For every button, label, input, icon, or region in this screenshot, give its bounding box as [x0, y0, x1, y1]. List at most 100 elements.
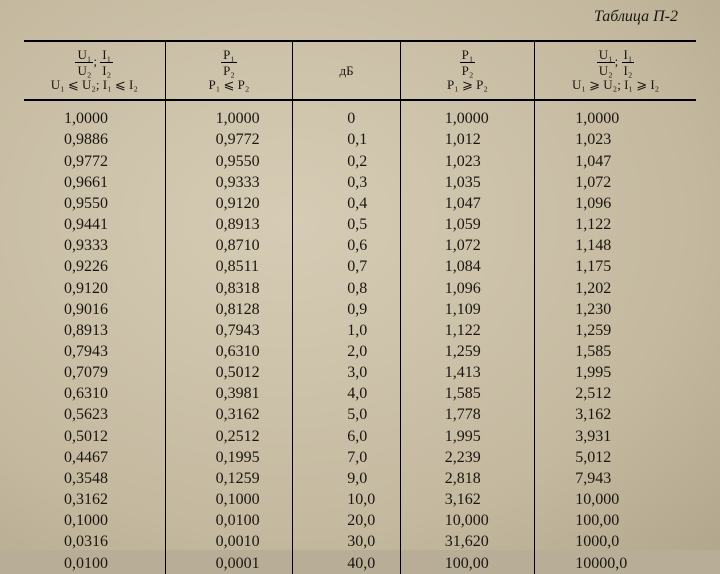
cell: 0,1259	[165, 468, 293, 489]
table-caption: Таблица П-2	[594, 8, 678, 26]
cell: 0,8913	[165, 214, 293, 235]
cell: 0,9772	[165, 129, 293, 150]
cell: 1,072	[535, 172, 696, 193]
cell: 0,0100	[165, 510, 293, 531]
cell: 0,2	[293, 151, 401, 172]
cell: 0,9333	[24, 235, 165, 256]
table-row: 0,31620,100010,03,16210,000	[24, 489, 696, 510]
cell: 0,7943	[165, 320, 293, 341]
cell: 1,995	[400, 426, 534, 447]
cell: 6,0	[293, 426, 401, 447]
table-row: 0,63100,39814,01,5852,512	[24, 383, 696, 404]
cell: 1,122	[400, 320, 534, 341]
col-header-2: P₁P₂ P₁ ⩽ P₂	[165, 41, 293, 100]
cell: 0,6310	[24, 383, 165, 404]
table-row: 0,50120,25126,01,9953,931	[24, 426, 696, 447]
cell: 0,9	[293, 299, 401, 320]
table-row: 1,00001,000001,00001,0000	[24, 100, 696, 129]
cell: 0,8511	[165, 256, 293, 277]
cell: 1,096	[535, 193, 696, 214]
cell: 1,047	[400, 193, 534, 214]
table-row: 0,44670,19957,02,2395,012	[24, 447, 696, 468]
table-row: 0,56230,31625,01,7783,162	[24, 404, 696, 425]
table-row: 0,95500,91200,41,0471,096	[24, 193, 696, 214]
cell: 1,0000	[400, 100, 534, 129]
cell: 2,0	[293, 341, 401, 362]
cell: 0,2512	[165, 426, 293, 447]
cell: 1,109	[400, 299, 534, 320]
cell: 0	[293, 100, 401, 129]
table-row: 0,35480,12599,02,8187,943	[24, 468, 696, 489]
cell: 0,9120	[165, 193, 293, 214]
cell: 0,0010	[165, 531, 293, 552]
cell: 1000,0	[535, 531, 696, 552]
col-header-1: U₁U₂; I₁I₂ U₁ ⩽ U₂; I₁ ⩽ I₂	[24, 41, 165, 100]
cell: 4,0	[293, 383, 401, 404]
cell: 0,5012	[24, 426, 165, 447]
table-row: 0,98860,97720,11,0121,023	[24, 129, 696, 150]
cell: 0,0100	[24, 553, 165, 574]
cell: 2,239	[400, 447, 534, 468]
cell: 0,7	[293, 256, 401, 277]
cell: 1,778	[400, 404, 534, 425]
cell: 0,9661	[24, 172, 165, 193]
cell: 0,1000	[165, 489, 293, 510]
cell: 1,230	[535, 299, 696, 320]
cell: 0,8913	[24, 320, 165, 341]
cell: 1,175	[535, 256, 696, 277]
cell: 0,3162	[24, 489, 165, 510]
cell: 100,00	[535, 510, 696, 531]
cell: 0,5	[293, 214, 401, 235]
cell: 1,047	[535, 151, 696, 172]
cell: 1,0000	[24, 100, 165, 129]
cell: 0,5623	[24, 404, 165, 425]
ratio-table: U₁U₂; I₁I₂ U₁ ⩽ U₂; I₁ ⩽ I₂ P₁P₂ P₁ ⩽ P₂…	[24, 40, 696, 574]
table-row: 0,03160,001030,031,6201000,0	[24, 531, 696, 552]
cell: 5,012	[535, 447, 696, 468]
table-row: 0,79430,63102,01,2591,585	[24, 341, 696, 362]
cell: 0,9550	[24, 193, 165, 214]
cell: 0,1	[293, 129, 401, 150]
cell: 3,162	[400, 489, 534, 510]
cell: 0,7943	[24, 341, 165, 362]
cell: 20,0	[293, 510, 401, 531]
cell: 1,035	[400, 172, 534, 193]
table-row: 0,90160,81280,91,1091,230	[24, 299, 696, 320]
cell: 1,023	[400, 151, 534, 172]
table-row: 0,10000,010020,010,000100,00	[24, 510, 696, 531]
table-row: 0,91200,83180,81,0961,202	[24, 278, 696, 299]
cell: 7,943	[535, 468, 696, 489]
cell: 1,148	[535, 235, 696, 256]
cell: 0,1000	[24, 510, 165, 531]
cell: 0,8128	[165, 299, 293, 320]
cell: 3,931	[535, 426, 696, 447]
cell: 0,9226	[24, 256, 165, 277]
cell: 0,9550	[165, 151, 293, 172]
cell: 3,162	[535, 404, 696, 425]
table-row: 0,96610,93330,31,0351,072	[24, 172, 696, 193]
table-row: 0,01000,000140,0100,0010000,0	[24, 553, 696, 574]
cell: 1,995	[535, 362, 696, 383]
cell: 9,0	[293, 468, 401, 489]
cell: 2,818	[400, 468, 534, 489]
cell: 5,0	[293, 404, 401, 425]
cell: 0,6310	[165, 341, 293, 362]
cell: 0,3	[293, 172, 401, 193]
cell: 1,084	[400, 256, 534, 277]
cell: 0,3162	[165, 404, 293, 425]
cell: 2,512	[535, 383, 696, 404]
cell: 100,00	[400, 553, 534, 574]
cell: 10,000	[400, 510, 534, 531]
cell: 10,0	[293, 489, 401, 510]
cell: 1,072	[400, 235, 534, 256]
table-row: 0,97720,95500,21,0231,047	[24, 151, 696, 172]
cell: 1,259	[535, 320, 696, 341]
cell: 1,202	[535, 278, 696, 299]
cell: 1,585	[400, 383, 534, 404]
cell: 1,0	[293, 320, 401, 341]
col-header-3: дБ	[293, 41, 401, 100]
cell: 1,585	[535, 341, 696, 362]
cell: 1,012	[400, 129, 534, 150]
cell: 0,6	[293, 235, 401, 256]
table-row: 0,92260,85110,71,0841,175	[24, 256, 696, 277]
